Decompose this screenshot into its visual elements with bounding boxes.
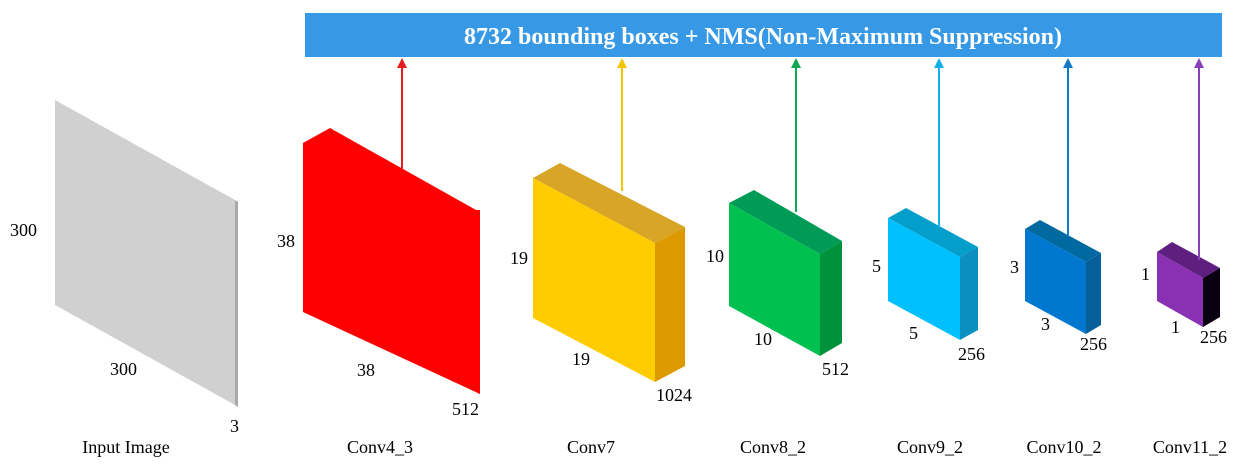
conv8-2-caption: Conv8_2 xyxy=(740,437,806,457)
conv8-2-box-side xyxy=(820,241,842,356)
conv9-2-arrow-head xyxy=(934,58,944,68)
conv7-box-front xyxy=(533,178,655,382)
conv10-2-box-front xyxy=(1025,229,1086,334)
conv10-2-caption: Conv10_2 xyxy=(1026,437,1101,457)
conv4-3-depth-label: 512 xyxy=(452,399,479,419)
conv7-caption: Conv7 xyxy=(567,437,615,457)
conv11-2-box-top xyxy=(1157,242,1220,278)
conv8-2-depth-label: 512 xyxy=(822,359,849,379)
conv7-box-top xyxy=(533,163,685,243)
conv10-2-box-top xyxy=(1025,220,1101,262)
conv10-2-width-label: 3 xyxy=(1041,314,1050,334)
conv11-2-arrow-head xyxy=(1194,58,1204,68)
conv7-box-side xyxy=(655,227,685,382)
conv8-2-box-top xyxy=(729,190,842,254)
conv10-2-depth-label: 256 xyxy=(1080,334,1107,354)
conv7-width-label: 19 xyxy=(572,349,590,369)
conv4-3-width-label: 38 xyxy=(357,360,375,380)
nms-banner: 8732 bounding boxes + NMS(Non-Maximum Su… xyxy=(305,13,1222,57)
conv11-2-box-side xyxy=(1203,268,1220,327)
input-image-plane xyxy=(55,100,235,405)
conv4-3-box-front xyxy=(303,128,480,394)
input-depth-label: 3 xyxy=(230,416,239,436)
input-image: 300 300 3 Input Image xyxy=(10,100,239,457)
conv7-height-label: 19 xyxy=(510,248,528,268)
conv8-2-width-label: 10 xyxy=(754,329,772,349)
nms-banner-text: 8732 bounding boxes + NMS(Non-Maximum Su… xyxy=(464,24,1062,50)
layer-conv8-2: 10 10 512 Conv8_2 xyxy=(706,58,849,457)
layer-conv11-2: 1 1 256 Conv11_2 xyxy=(1141,58,1227,457)
conv11-2-width-label: 1 xyxy=(1171,317,1180,337)
input-image-caption: Input Image xyxy=(82,437,169,457)
conv4-3-height-label: 38 xyxy=(277,231,295,251)
conv10-2-box-side xyxy=(1086,253,1101,334)
conv9-2-caption: Conv9_2 xyxy=(897,437,963,457)
conv8-2-box-front xyxy=(729,203,820,356)
layer-conv9-2: 5 5 256 Conv9_2 xyxy=(872,58,985,457)
conv11-2-box-front xyxy=(1157,252,1203,327)
conv9-2-width-label: 5 xyxy=(909,323,918,343)
conv11-2-depth-label: 256 xyxy=(1200,327,1227,347)
layer-conv7: 19 19 1024 Conv7 xyxy=(510,58,692,457)
conv8-2-height-label: 10 xyxy=(706,246,724,266)
conv9-2-box-front xyxy=(888,218,960,340)
conv11-2-height-label: 1 xyxy=(1141,264,1150,284)
layer-conv4-3: 38 38 512 Conv4_3 xyxy=(277,58,480,457)
conv10-2-arrow-head xyxy=(1063,58,1073,68)
conv7-depth-label: 1024 xyxy=(656,385,692,405)
conv9-2-depth-label: 256 xyxy=(958,344,985,364)
input-width-label: 300 xyxy=(110,359,137,379)
conv8-2-arrow-head xyxy=(791,58,801,68)
conv9-2-box-side xyxy=(960,247,978,340)
nms-banner-box xyxy=(305,13,1222,57)
conv10-2-height-label: 3 xyxy=(1010,257,1019,277)
layer-conv10-2: 3 3 256 Conv10_2 xyxy=(1010,58,1107,457)
conv9-2-height-label: 5 xyxy=(872,256,881,276)
conv9-2-box-top xyxy=(888,208,978,257)
conv7-arrow-head xyxy=(617,58,627,68)
input-height-label: 300 xyxy=(10,220,37,240)
conv11-2-caption: Conv11_2 xyxy=(1153,437,1227,457)
conv4-3-arrow-head xyxy=(397,58,407,68)
conv4-3-caption: Conv4_3 xyxy=(347,437,413,457)
